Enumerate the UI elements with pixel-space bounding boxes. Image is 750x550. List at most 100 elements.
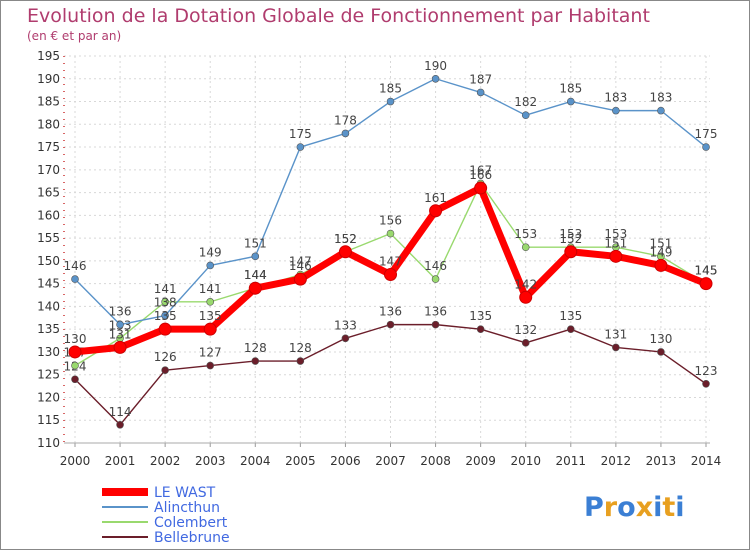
data-point-bellebrune <box>702 380 710 388</box>
data-point-le-wast <box>474 181 488 195</box>
logo-letter: P <box>584 492 604 523</box>
data-point-le-wast <box>699 277 713 291</box>
data-point-bellebrune <box>566 325 575 333</box>
data-point-alincthun <box>341 129 350 138</box>
data-point-bellebrune <box>657 348 665 356</box>
data-label-alincthun: 178 <box>334 113 357 127</box>
data-point-bellebrune <box>521 339 530 347</box>
x-tick-label: 2013 <box>646 454 677 468</box>
data-point-colembert <box>71 361 79 370</box>
logo-letter: t <box>662 492 675 523</box>
data-label-alincthun: 187 <box>469 72 492 86</box>
data-label-bellebrune: 131 <box>604 327 627 341</box>
data-point-alincthun <box>296 143 305 151</box>
data-label-alincthun: 136 <box>109 305 132 319</box>
data-label-alincthun: 175 <box>695 127 718 141</box>
data-label-colembert: 167 <box>469 163 492 177</box>
data-label-alincthun: 190 <box>424 59 447 73</box>
data-label-alincthun: 175 <box>289 127 312 141</box>
data-point-bellebrune <box>386 320 395 329</box>
data-label-le-wast: 166 <box>469 168 492 182</box>
data-label-alincthun: 185 <box>379 82 402 96</box>
y-tick-label: 165 <box>37 186 60 200</box>
data-point-le-wast <box>609 249 623 263</box>
data-label-bellebrune: 114 <box>109 405 132 419</box>
data-label-le-wast: 131 <box>109 327 132 341</box>
x-tick-label: 2002 <box>150 454 181 468</box>
x-tick-label: 2004 <box>240 454 271 468</box>
x-tick-label: 2008 <box>420 454 451 468</box>
logo-text: Proxiti <box>584 492 685 523</box>
data-point-alincthun <box>566 97 575 106</box>
data-label-le-wast: 151 <box>604 236 627 250</box>
data-point-bellebrune <box>251 357 260 365</box>
data-point-le-wast <box>654 258 668 272</box>
logo-letter: i <box>653 492 662 523</box>
data-point-alincthun <box>386 97 395 106</box>
data-point-le-wast <box>384 268 397 282</box>
y-tick-label: 175 <box>37 140 60 154</box>
data-label-bellebrune: 136 <box>424 305 447 319</box>
data-point-colembert <box>161 298 169 306</box>
x-tick-label: 2007 <box>375 454 406 468</box>
data-label-le-wast: 135 <box>154 309 177 323</box>
y-tick-label: 130 <box>37 345 60 359</box>
data-label-le-wast: 145 <box>695 264 718 278</box>
data-point-bellebrune <box>612 343 620 352</box>
y-tick-label: 145 <box>37 277 60 291</box>
data-label-colembert: 151 <box>649 236 672 250</box>
data-label-le-wast: 149 <box>649 245 672 259</box>
chart-title: Evolution de la Dotation Globale de Fonc… <box>27 5 650 27</box>
legend-label-bellebrune: Bellebrune <box>154 530 230 546</box>
data-label-colembert: 153 <box>604 227 627 241</box>
x-tick-label: 2012 <box>601 454 632 468</box>
data-label-bellebrune: 123 <box>695 364 718 378</box>
data-label-alincthun: 138 <box>154 296 177 310</box>
data-point-le-wast <box>203 322 217 336</box>
data-point-colembert <box>206 298 215 306</box>
data-label-le-wast: 142 <box>514 277 537 291</box>
y-tick-label: 120 <box>37 390 60 404</box>
y-tick-label: 150 <box>37 254 60 268</box>
data-point-le-wast <box>68 345 82 359</box>
data-label-colembert: 146 <box>424 259 447 273</box>
y-tick-label: 140 <box>37 299 60 313</box>
x-tick-label: 2003 <box>195 454 226 468</box>
y-tick-label: 185 <box>37 95 60 109</box>
data-label-colembert: 141 <box>199 282 222 296</box>
logo-letter: o <box>617 492 636 523</box>
x-tick-label: 2000 <box>60 454 91 468</box>
data-label-bellebrune: 130 <box>649 332 672 346</box>
chart-subtitle: (en € et par an) <box>27 29 121 43</box>
data-label-colembert: 152 <box>334 232 357 246</box>
data-point-bellebrune <box>161 366 169 374</box>
y-tick-label: 160 <box>37 208 60 222</box>
data-point-le-wast <box>293 272 307 286</box>
data-point-le-wast <box>564 245 578 259</box>
data-point-colembert <box>431 275 440 283</box>
x-tick-label: 2005 <box>285 454 316 468</box>
legend-label-colembert: Colembert <box>154 515 228 531</box>
data-label-alincthun: 185 <box>559 82 582 96</box>
logo-letter: r <box>604 492 618 523</box>
data-point-le-wast <box>429 204 443 218</box>
data-label-bellebrune: 132 <box>514 323 537 337</box>
data-label-colembert: 141 <box>154 282 177 296</box>
data-label-alincthun: 151 <box>244 236 267 250</box>
data-point-alincthun <box>161 311 169 320</box>
data-point-le-wast <box>338 245 352 259</box>
x-tick-label: 2010 <box>510 454 541 468</box>
data-point-bellebrune <box>206 361 215 370</box>
data-point-colembert <box>386 229 395 238</box>
data-label-le-wast: 146 <box>289 259 312 273</box>
data-label-alincthun: 183 <box>604 91 627 105</box>
data-point-bellebrune <box>71 375 79 384</box>
data-label-le-wast: 152 <box>559 232 582 246</box>
data-label-le-wast: 130 <box>64 332 87 346</box>
data-label-le-wast: 152 <box>334 232 357 246</box>
data-label-le-wast: 144 <box>244 268 267 282</box>
data-point-alincthun <box>116 320 124 329</box>
data-point-alincthun <box>612 106 620 115</box>
logo-letter: i <box>675 492 684 523</box>
data-point-alincthun <box>521 111 530 119</box>
